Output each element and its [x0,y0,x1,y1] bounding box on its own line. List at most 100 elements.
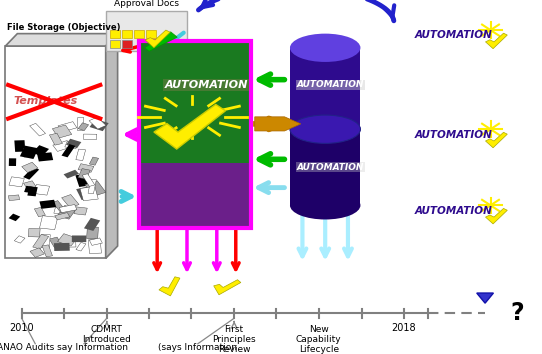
Text: Approval Docs: Approval Docs [114,0,179,8]
Ellipse shape [290,191,360,219]
FancyBboxPatch shape [59,205,77,213]
Text: File Storage (Objective): File Storage (Objective) [7,23,120,32]
FancyBboxPatch shape [89,119,109,131]
FancyBboxPatch shape [8,195,20,201]
Polygon shape [106,34,118,258]
FancyBboxPatch shape [9,213,20,221]
FancyBboxPatch shape [49,237,62,248]
Text: Templates: Templates [14,96,78,107]
Text: AUTOMATION: AUTOMATION [297,80,364,90]
FancyBboxPatch shape [62,194,79,208]
Text: AUTOMATION: AUTOMATION [164,80,248,90]
FancyBboxPatch shape [85,181,106,196]
FancyBboxPatch shape [80,187,98,201]
FancyBboxPatch shape [76,187,93,200]
FancyBboxPatch shape [24,186,33,193]
FancyBboxPatch shape [20,145,38,159]
FancyBboxPatch shape [89,238,102,245]
FancyBboxPatch shape [75,174,89,187]
FancyBboxPatch shape [23,167,39,179]
FancyBboxPatch shape [74,207,87,215]
FancyBboxPatch shape [88,239,101,253]
FancyBboxPatch shape [141,42,249,163]
FancyBboxPatch shape [89,157,99,165]
FancyBboxPatch shape [24,148,34,157]
FancyBboxPatch shape [23,181,38,192]
FancyBboxPatch shape [57,234,77,246]
Polygon shape [486,132,507,148]
FancyBboxPatch shape [42,245,53,257]
Polygon shape [255,117,301,131]
FancyBboxPatch shape [53,125,72,138]
FancyBboxPatch shape [34,184,49,195]
FancyBboxPatch shape [88,179,96,194]
FancyBboxPatch shape [28,228,40,237]
FancyBboxPatch shape [78,123,88,131]
FancyBboxPatch shape [82,174,95,187]
FancyBboxPatch shape [41,234,50,248]
FancyBboxPatch shape [14,140,25,152]
Text: AUTOMATION: AUTOMATION [415,130,492,139]
Text: AUTOMATION: AUTOMATION [415,206,492,216]
FancyBboxPatch shape [55,213,70,220]
FancyBboxPatch shape [54,207,69,215]
FancyBboxPatch shape [30,123,46,136]
FancyBboxPatch shape [76,149,86,160]
FancyBboxPatch shape [122,30,132,38]
FancyBboxPatch shape [83,134,97,139]
FancyBboxPatch shape [290,129,360,205]
FancyBboxPatch shape [53,141,72,152]
FancyBboxPatch shape [146,30,156,38]
Text: CDMRT
Introduced: CDMRT Introduced [82,325,131,344]
FancyBboxPatch shape [58,122,77,132]
Text: 2018: 2018 [391,323,416,333]
Text: AUTOMATION: AUTOMATION [297,163,364,172]
FancyBboxPatch shape [40,216,58,230]
Polygon shape [477,293,493,303]
FancyBboxPatch shape [106,11,187,51]
FancyBboxPatch shape [78,117,83,130]
Text: AUTOMATION: AUTOMATION [415,30,492,40]
Ellipse shape [290,34,360,62]
FancyBboxPatch shape [53,201,66,213]
Polygon shape [145,30,170,48]
FancyBboxPatch shape [9,158,16,166]
Polygon shape [214,280,241,295]
Polygon shape [154,104,225,149]
FancyBboxPatch shape [72,235,86,242]
FancyBboxPatch shape [33,145,49,156]
FancyBboxPatch shape [37,152,53,161]
Text: ANAO Audits say Information
Management is not good: ANAO Audits say Information Management i… [0,343,128,354]
FancyBboxPatch shape [110,40,120,48]
Text: (says Information
Management is not good): (says Information Management is not good… [140,343,256,354]
FancyBboxPatch shape [54,243,70,251]
FancyBboxPatch shape [49,133,62,145]
FancyBboxPatch shape [78,169,91,179]
FancyBboxPatch shape [63,170,79,178]
Polygon shape [145,32,177,51]
FancyBboxPatch shape [30,248,44,257]
FancyBboxPatch shape [9,177,24,187]
FancyBboxPatch shape [66,139,81,148]
FancyBboxPatch shape [65,141,78,149]
FancyBboxPatch shape [76,242,86,251]
FancyBboxPatch shape [84,218,100,231]
Polygon shape [159,277,180,296]
FancyBboxPatch shape [14,236,25,243]
Text: New
Capability
Lifecycle: New Capability Lifecycle [296,325,341,354]
Polygon shape [5,34,118,46]
FancyBboxPatch shape [57,205,76,219]
FancyBboxPatch shape [27,187,38,196]
FancyBboxPatch shape [34,207,46,217]
Ellipse shape [290,115,360,143]
FancyBboxPatch shape [290,48,360,129]
Polygon shape [486,33,507,49]
FancyBboxPatch shape [22,162,38,172]
FancyBboxPatch shape [141,163,249,227]
Text: ?: ? [511,301,525,325]
FancyBboxPatch shape [87,227,99,239]
FancyBboxPatch shape [61,144,75,157]
FancyBboxPatch shape [89,117,106,129]
FancyBboxPatch shape [134,30,144,38]
FancyBboxPatch shape [110,30,120,38]
